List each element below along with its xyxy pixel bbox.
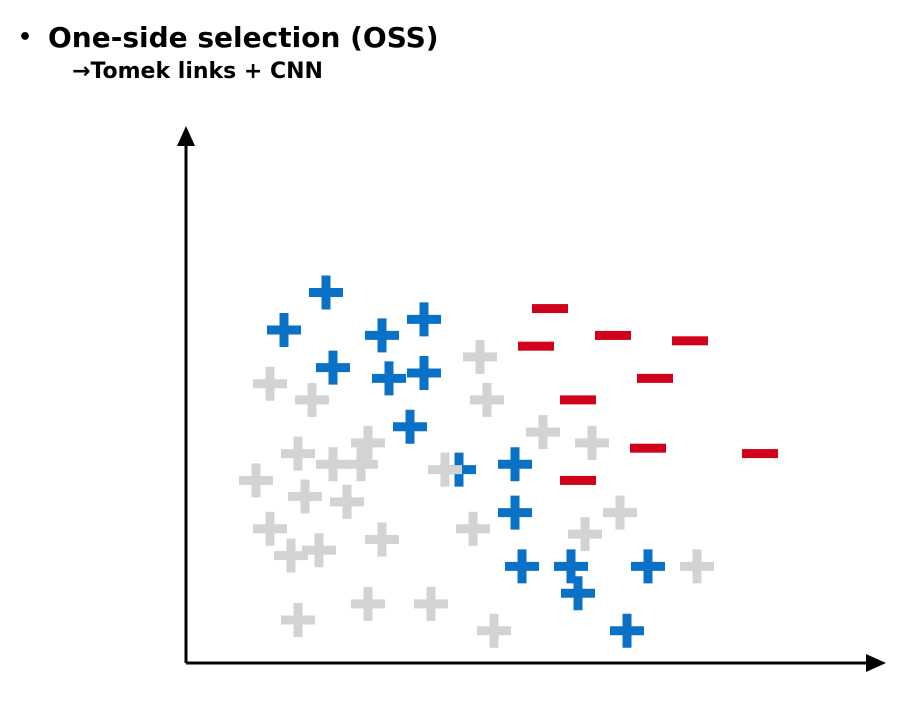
plus-marker-gray bbox=[351, 425, 385, 460]
plus-marker-gray bbox=[428, 452, 462, 487]
plus-marker-gray bbox=[281, 603, 315, 638]
plus-marker-gray bbox=[568, 517, 602, 552]
plus-marker-gray bbox=[351, 586, 385, 621]
plus-marker-blue bbox=[610, 613, 644, 648]
x-axis-arrowhead bbox=[866, 654, 886, 672]
plus-marker-blue bbox=[393, 409, 427, 444]
plus-marker-blue bbox=[631, 549, 665, 584]
plus-marker-blue bbox=[498, 447, 532, 482]
minus-marker-red bbox=[595, 330, 631, 340]
minus-marker-red bbox=[742, 449, 778, 459]
minus-marker-red bbox=[672, 336, 708, 346]
plus-marker-gray bbox=[330, 484, 364, 519]
plus-marker-gray bbox=[295, 382, 329, 417]
plus-marker-gray bbox=[344, 447, 378, 482]
plus-marker-gray bbox=[253, 366, 287, 401]
y-axis-arrowhead bbox=[177, 126, 195, 146]
plus-marker-gray bbox=[253, 511, 287, 546]
plot-axes bbox=[177, 126, 886, 672]
plus-marker-blue bbox=[505, 549, 539, 584]
plus-marker-gray bbox=[477, 613, 511, 648]
minus-marker-red bbox=[630, 443, 666, 453]
bullet-line: • One-side selection (OSS) bbox=[18, 20, 439, 56]
plus-marker-blue bbox=[316, 350, 350, 385]
heading-subtitle: Tomek links + CNN bbox=[90, 59, 323, 84]
plus-marker-gray bbox=[239, 463, 273, 498]
plus-marker-gray bbox=[526, 415, 560, 450]
plus-marker-blue bbox=[372, 361, 406, 396]
plus-marker-blue bbox=[365, 318, 399, 353]
bullet-dot: • bbox=[18, 25, 33, 50]
subtitle-line: →Tomek links + CNN bbox=[72, 56, 439, 88]
plus-marker-gray bbox=[316, 447, 350, 482]
plus-marker-blue bbox=[554, 549, 588, 584]
plus-marker-blue bbox=[561, 576, 595, 611]
plus-marker-blue bbox=[498, 495, 532, 530]
data-points bbox=[239, 275, 778, 648]
plus-marker-blue bbox=[407, 302, 441, 337]
plus-marker-blue bbox=[407, 356, 441, 391]
minus-marker-red bbox=[560, 475, 596, 485]
plus-marker-gray bbox=[274, 538, 308, 573]
plus-marker-gray bbox=[463, 339, 497, 374]
plus-marker-gray bbox=[680, 549, 714, 584]
plus-marker-blue bbox=[267, 313, 301, 348]
plus-marker-blue bbox=[309, 275, 343, 310]
plus-marker-gray bbox=[281, 436, 315, 471]
plus-marker-gray bbox=[575, 425, 609, 460]
minus-marker-red bbox=[637, 373, 673, 383]
heading-title: One-side selection (OSS) bbox=[48, 21, 439, 54]
subtitle-arrow: → bbox=[72, 59, 91, 84]
slide-heading: • One-side selection (OSS) →Tomek links +… bbox=[18, 20, 439, 88]
plus-marker-gray bbox=[302, 533, 336, 568]
plus-marker-gray bbox=[414, 586, 448, 621]
plus-marker-gray bbox=[456, 511, 490, 546]
minus-marker-red bbox=[560, 395, 596, 405]
minus-marker-red bbox=[532, 304, 568, 314]
plus-marker-gray bbox=[470, 382, 504, 417]
plus-marker-gray bbox=[603, 495, 637, 530]
plus-marker-gray bbox=[288, 479, 322, 514]
plus-marker-gray bbox=[365, 522, 399, 557]
minus-marker-red bbox=[518, 341, 554, 351]
